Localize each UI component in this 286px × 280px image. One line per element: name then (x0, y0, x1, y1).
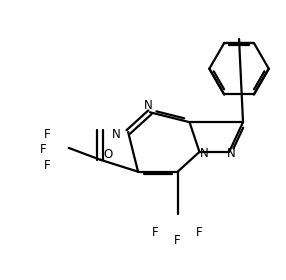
Text: F: F (44, 128, 50, 141)
Text: F: F (44, 159, 50, 172)
Text: N: N (200, 147, 209, 160)
Text: N: N (144, 99, 152, 112)
Text: F: F (196, 226, 203, 239)
Text: F: F (40, 143, 46, 157)
Text: N: N (112, 128, 121, 141)
Text: O: O (104, 148, 113, 161)
Text: N: N (227, 147, 235, 160)
Text: F: F (174, 234, 181, 248)
Text: F: F (152, 226, 158, 239)
